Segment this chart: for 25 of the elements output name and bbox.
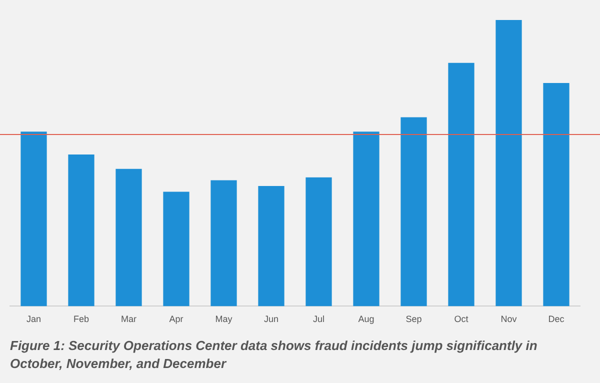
- x-tick-label: Apr: [169, 314, 184, 324]
- x-tick-label: Dec: [548, 314, 565, 324]
- x-tick-label: Aug: [358, 314, 374, 324]
- bar: [448, 62, 474, 306]
- x-tick-label: Jun: [264, 314, 279, 324]
- x-tick-label: Jul: [312, 314, 325, 324]
- x-tick-label: Jan: [26, 314, 42, 324]
- x-tick-label: Oct: [454, 314, 469, 324]
- bar: [496, 20, 522, 306]
- bar: [20, 132, 47, 306]
- bar: [210, 180, 237, 306]
- x-tick-label: Nov: [500, 314, 518, 324]
- bar: [400, 117, 427, 306]
- caption: Figure 1: Security Operations Center data shows fraud incidents jump significantly in October, November, and December: [9, 337, 538, 373]
- bar: [163, 192, 190, 306]
- x-tick-label: Mar: [121, 314, 136, 324]
- bar: [306, 177, 332, 306]
- bar: [258, 186, 284, 306]
- bar: [543, 82, 570, 306]
- bar: [353, 132, 380, 306]
- bar: [116, 168, 142, 306]
- x-tick-label: Sep: [406, 314, 422, 324]
- x-tick-label: May: [215, 314, 233, 324]
- x-tick-label: Feb: [73, 314, 90, 324]
- bar: [68, 154, 94, 306]
